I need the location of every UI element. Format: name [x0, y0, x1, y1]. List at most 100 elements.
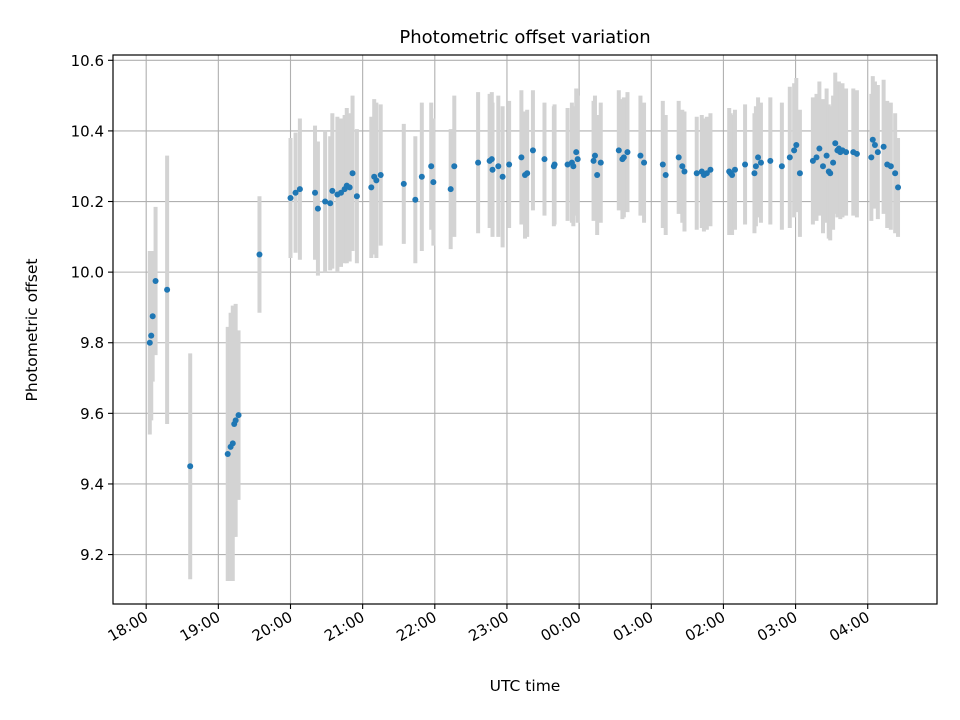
data-point	[232, 417, 239, 424]
data-point	[869, 136, 876, 143]
data-point	[529, 147, 536, 154]
data-point	[541, 156, 548, 163]
data-point	[148, 332, 155, 339]
data-point	[430, 179, 437, 186]
data-point	[874, 149, 881, 156]
data-point	[731, 166, 738, 173]
data-point	[499, 173, 506, 180]
data-point	[428, 163, 435, 170]
data-point	[447, 186, 454, 193]
data-point	[224, 450, 231, 457]
data-point	[287, 194, 294, 201]
data-point	[597, 159, 604, 166]
data-point	[868, 154, 875, 161]
data-point	[594, 172, 601, 179]
data-point	[229, 440, 236, 447]
data-points	[146, 136, 902, 470]
y-tick-label: 9.2	[80, 546, 104, 564]
data-point	[832, 140, 839, 147]
y-tick-label: 9.8	[80, 334, 104, 352]
data-point	[551, 161, 558, 168]
data-point	[880, 143, 887, 150]
data-point	[751, 170, 758, 177]
y-tick-label: 10.0	[71, 264, 104, 282]
data-point	[235, 412, 242, 419]
data-point	[871, 142, 878, 149]
data-point	[615, 147, 622, 154]
data-point	[707, 166, 714, 173]
data-point	[637, 152, 644, 159]
data-point	[573, 149, 580, 156]
data-point	[506, 161, 513, 168]
y-axis-ticks: 9.2 9.4 9.6 9.8 10.0 10.2 10.4 10.6	[71, 52, 113, 564]
data-point	[742, 161, 749, 168]
data-point	[778, 163, 785, 170]
data-point	[892, 170, 899, 177]
data-point	[659, 161, 666, 168]
data-point	[830, 159, 837, 166]
data-point	[373, 177, 380, 184]
data-point	[418, 173, 425, 180]
data-point	[314, 205, 321, 212]
data-point	[662, 172, 669, 179]
y-tick-label: 10.2	[71, 193, 104, 211]
plot-frame	[112, 54, 938, 605]
data-point	[895, 184, 902, 191]
data-point	[624, 149, 631, 156]
data-point	[489, 166, 496, 173]
data-point	[681, 168, 688, 175]
data-point	[164, 286, 171, 293]
data-point	[767, 157, 774, 164]
data-point	[819, 163, 826, 170]
data-point	[292, 189, 299, 196]
data-point	[574, 156, 581, 163]
data-point	[187, 463, 194, 470]
data-point	[755, 154, 762, 161]
data-point	[675, 154, 682, 161]
data-point	[488, 156, 495, 163]
data-point	[400, 180, 407, 187]
data-point	[887, 163, 894, 170]
data-point	[146, 339, 153, 346]
data-point	[296, 186, 303, 193]
data-point	[591, 152, 598, 159]
data-point	[322, 198, 329, 205]
chart-title: Photometric offset variation	[399, 27, 650, 48]
data-point	[475, 159, 482, 166]
data-point	[823, 152, 830, 159]
data-point	[786, 154, 793, 161]
data-point	[843, 149, 850, 156]
data-point	[620, 154, 627, 161]
y-axis-label: Photometric offset	[23, 259, 41, 402]
y-tick-label: 9.6	[80, 405, 104, 423]
data-point	[796, 170, 803, 177]
data-point	[813, 154, 820, 161]
data-point	[641, 159, 648, 166]
data-point	[495, 163, 502, 170]
data-point	[329, 187, 336, 194]
data-point	[152, 277, 159, 284]
data-point	[791, 147, 798, 154]
data-point	[816, 145, 823, 152]
data-point	[346, 184, 353, 191]
data-point	[518, 154, 525, 161]
data-point	[729, 172, 736, 179]
data-point	[451, 163, 458, 170]
data-point	[256, 251, 263, 258]
x-axis-label: UTC time	[490, 677, 561, 695]
data-point	[524, 170, 531, 177]
data-point	[693, 170, 700, 177]
data-point	[377, 172, 384, 179]
data-point	[793, 142, 800, 149]
data-point	[353, 193, 360, 200]
data-point	[827, 170, 834, 177]
data-point	[679, 163, 686, 170]
y-tick-label: 10.6	[71, 52, 104, 70]
data-point	[349, 170, 356, 177]
data-point	[312, 189, 319, 196]
data-point	[590, 157, 597, 164]
data-point	[853, 150, 860, 157]
data-point	[368, 184, 375, 191]
data-point	[757, 159, 764, 166]
data-point	[327, 200, 334, 207]
